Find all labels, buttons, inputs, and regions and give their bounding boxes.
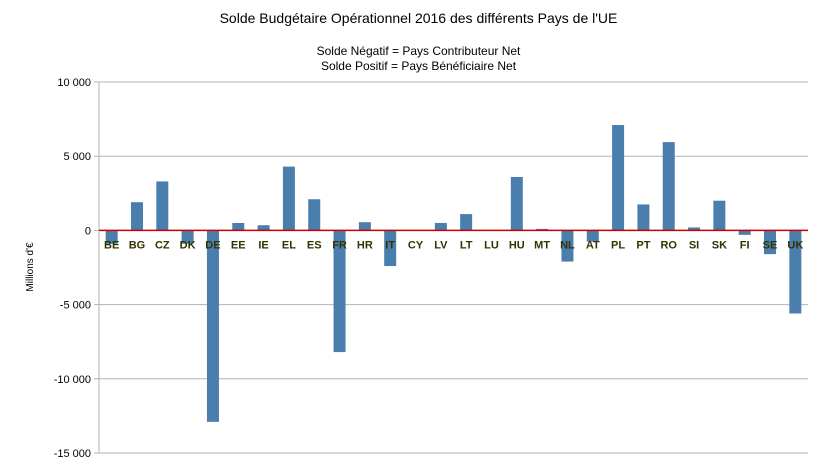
- bar-es: [308, 199, 321, 231]
- grid-lines: [94, 81, 808, 454]
- bar-de: [206, 230, 219, 422]
- y-tick-labels: 10 000 5 000 0 -5 000 -10 000 -15 000: [54, 77, 91, 460]
- bars: [105, 125, 802, 422]
- bar-si: [688, 227, 701, 231]
- category-label-cz: CZ: [155, 239, 170, 251]
- bar-pl: [612, 125, 625, 231]
- bar-nl: [561, 230, 574, 262]
- bar-hr: [358, 222, 371, 231]
- bar-ee: [232, 222, 245, 231]
- category-label-dk: DK: [180, 239, 196, 251]
- bar-be: [105, 230, 118, 244]
- bar-lv: [434, 222, 447, 231]
- category-label-hr: HR: [357, 239, 373, 251]
- category-label-pl: PL: [611, 239, 625, 251]
- bar-bg: [130, 202, 143, 231]
- category-label-el: EL: [282, 239, 296, 251]
- bar-sk: [713, 200, 726, 231]
- chart-subtitle-line-2: Solde Positif = Pays Bénéficiaire Net: [320, 59, 517, 73]
- category-label-bg: BG: [129, 239, 146, 251]
- bar-fi: [738, 230, 751, 235]
- y-axis-label: Millions d'€: [25, 242, 36, 292]
- category-label-ie: IE: [258, 239, 268, 251]
- bar-lt: [460, 214, 473, 231]
- bar-cz: [156, 181, 169, 231]
- category-label-sk: SK: [712, 239, 727, 251]
- y-tick-label: 10 000: [57, 77, 91, 89]
- category-labels: BE BG CZ DK DE EE IE EL ES FR HR IT CY LV LT LU HU MT NL AT…: [104, 239, 803, 251]
- category-label-se: SE: [763, 239, 778, 251]
- bar-se: [764, 230, 777, 255]
- category-label-fr: FR: [332, 239, 347, 251]
- category-label-uk: UK: [787, 239, 803, 251]
- category-label-at: AT: [586, 239, 600, 251]
- bar-ro: [662, 142, 675, 231]
- y-tick-label: -5 000: [60, 300, 91, 312]
- chart-title: Solde Budgétaire Opérationnel 2016 des d…: [219, 10, 618, 26]
- category-label-ee: EE: [231, 239, 246, 251]
- category-label-lv: LV: [434, 239, 448, 251]
- category-label-fi: FI: [740, 239, 750, 251]
- category-label-be: BE: [104, 239, 119, 251]
- category-label-mt: MT: [534, 239, 550, 251]
- category-label-lt: LT: [460, 239, 473, 251]
- category-label-nl: NL: [560, 239, 575, 251]
- bar-ie: [257, 225, 270, 231]
- category-label-hu: HU: [509, 239, 525, 251]
- bar-el: [282, 166, 295, 231]
- category-label-pt: PT: [636, 239, 650, 251]
- bar-at: [586, 230, 599, 242]
- bar-dk: [181, 230, 194, 244]
- bar-fr: [333, 230, 346, 353]
- category-label-lu: LU: [484, 239, 499, 251]
- category-label-es: ES: [307, 239, 322, 251]
- bar-it: [384, 230, 397, 267]
- bar-hu: [510, 176, 523, 231]
- category-label-it: IT: [385, 239, 395, 251]
- chart-subtitle-line-1: Solde Négatif = Pays Contributeur Net: [316, 44, 521, 58]
- category-label-si: SI: [689, 239, 699, 251]
- y-tick-label: -10 000: [54, 374, 91, 386]
- category-label-ro: RO: [660, 239, 677, 251]
- category-label-cy: CY: [408, 239, 424, 251]
- category-label-de: DE: [205, 239, 220, 251]
- y-tick-label: 5 000: [63, 151, 91, 163]
- bar-pt: [637, 204, 650, 231]
- bar-uk: [789, 230, 802, 314]
- y-tick-label: -15 000: [54, 448, 91, 460]
- y-tick-label: 0: [85, 225, 91, 237]
